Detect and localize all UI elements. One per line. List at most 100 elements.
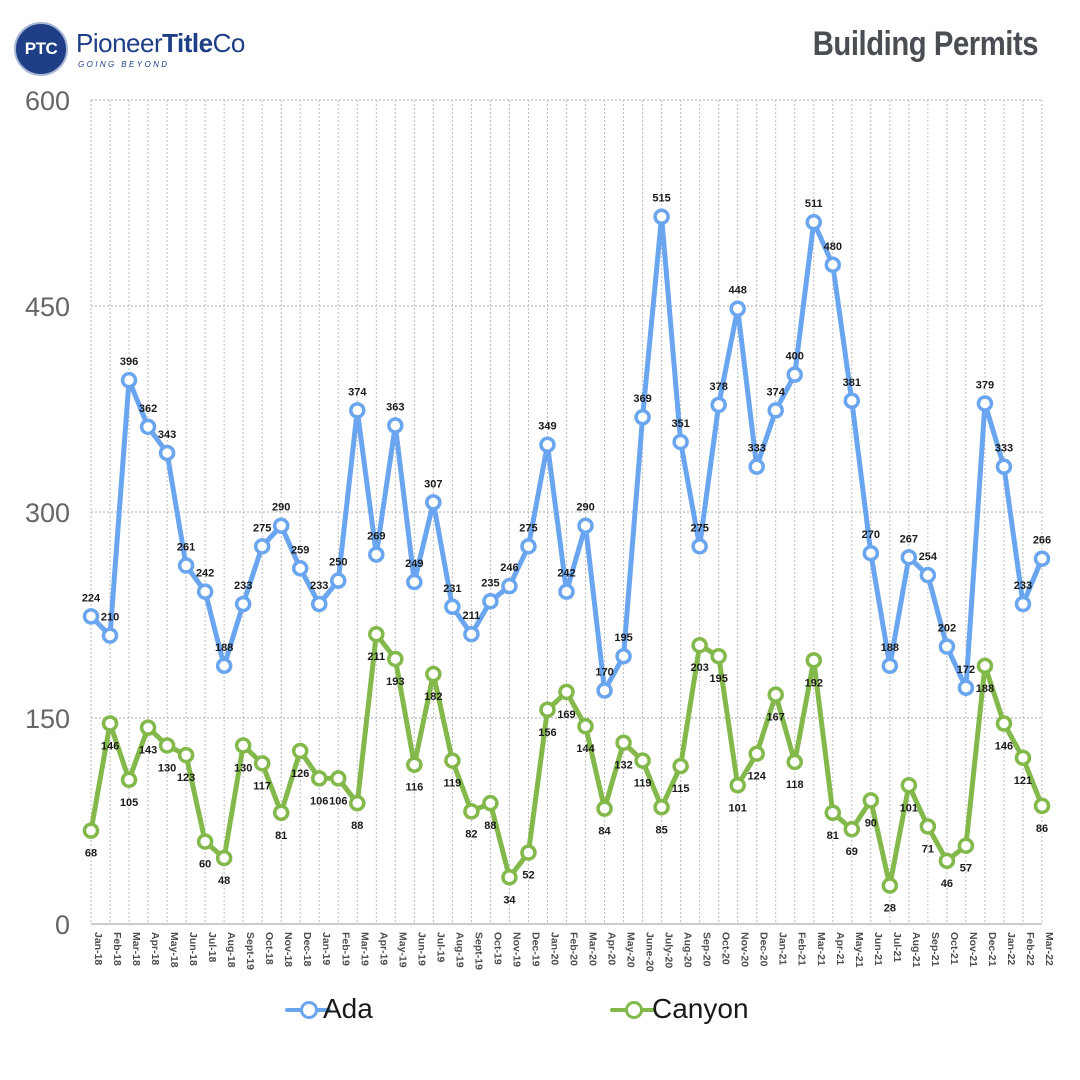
data-point-canyon xyxy=(653,799,670,816)
data-point-ada xyxy=(520,538,537,555)
x-tick-label: Dec-21 xyxy=(986,932,998,967)
data-label-canyon: 85 xyxy=(655,824,667,836)
data-label-canyon: 195 xyxy=(709,673,727,685)
data-point-canyon xyxy=(1014,749,1032,767)
data-point-ada xyxy=(691,538,708,555)
data-point-canyon xyxy=(120,771,138,789)
x-tick-label: Jan-19 xyxy=(320,932,332,965)
y-tick-label: 600 xyxy=(25,86,70,116)
data-label-ada: 195 xyxy=(614,632,632,644)
data-point-ada xyxy=(368,546,385,563)
x-tick-label: Oct-18 xyxy=(263,932,275,965)
data-label-ada: 172 xyxy=(957,664,975,676)
header: PTC PioneerTitleCo GOING BEYOND Building… xyxy=(0,0,1080,90)
x-tick-label: Feb-20 xyxy=(568,932,580,966)
legend-item-canyon: Canyon xyxy=(610,985,810,1035)
data-point-canyon xyxy=(900,777,918,794)
data-label-canyon: 130 xyxy=(158,762,176,774)
x-tick-label: Apr-20 xyxy=(606,932,618,965)
x-tick-label: Oct-19 xyxy=(491,932,503,965)
x-tick-label: Mar-22 xyxy=(1043,932,1055,966)
data-point-canyon xyxy=(710,647,727,665)
data-point-canyon xyxy=(843,820,861,838)
legend-label-ada: Ada xyxy=(323,993,373,1024)
data-point-canyon xyxy=(634,752,651,769)
data-point-ada xyxy=(158,444,176,462)
data-point-canyon xyxy=(463,803,480,820)
data-label-ada: 307 xyxy=(424,478,442,490)
line-chart: 0 150 300 450 600 Jan-18 Feb-18 Mar-18 Apr-18 May… xyxy=(25,86,1055,972)
data-label-canyon: 169 xyxy=(557,709,575,721)
data-label-ada: 374 xyxy=(767,386,786,398)
data-label-ada: 250 xyxy=(329,557,347,569)
data-label-ada: 369 xyxy=(633,393,651,405)
data-label-ada: 254 xyxy=(919,551,938,563)
data-label-ada: 259 xyxy=(291,544,309,556)
data-point-ada xyxy=(139,418,157,436)
data-point-ada xyxy=(634,408,651,426)
data-point-ada xyxy=(748,458,765,475)
data-label-canyon: 52 xyxy=(522,870,534,882)
x-tick-label: Jan-21 xyxy=(777,932,789,965)
x-tick-label: Aug-19 xyxy=(453,932,465,968)
x-tick-label: Jun-18 xyxy=(187,932,199,966)
data-label-ada: 246 xyxy=(500,562,518,574)
data-label-ada: 211 xyxy=(463,610,481,622)
data-label-canyon: 188 xyxy=(976,683,994,695)
data-point-canyon xyxy=(234,737,252,754)
data-point-canyon xyxy=(615,734,632,751)
data-point-canyon xyxy=(577,717,594,735)
data-point-ada xyxy=(976,395,994,412)
x-tick-label: Oct-21 xyxy=(948,932,960,965)
x-tick-label: Sep-20 xyxy=(701,932,713,967)
data-label-canyon: 69 xyxy=(846,846,858,858)
data-point-ada xyxy=(291,560,309,577)
y-tick-label: 150 xyxy=(25,704,70,734)
data-point-canyon xyxy=(520,844,537,861)
x-tick-label: Dec-19 xyxy=(529,932,541,967)
data-label-ada: 242 xyxy=(557,568,575,580)
legend-label-canyon: Canyon xyxy=(652,993,749,1024)
x-tick-label: Nov-20 xyxy=(739,932,751,967)
data-label-ada: 343 xyxy=(158,429,176,441)
x-tick-label: Jan-22 xyxy=(1005,932,1017,965)
x-tick-label: Aug-18 xyxy=(225,932,237,968)
x-tick-label: Mar-18 xyxy=(130,932,142,966)
data-point-canyon xyxy=(995,715,1013,732)
data-point-canyon xyxy=(101,715,119,732)
data-point-ada xyxy=(482,593,499,610)
data-point-canyon xyxy=(805,652,823,669)
data-point-ada xyxy=(539,436,556,453)
data-point-ada xyxy=(177,557,195,574)
data-point-ada xyxy=(310,595,328,613)
series-line-canyon xyxy=(88,631,1045,889)
data-label-canyon: 146 xyxy=(995,740,1013,752)
y-tick-label: 450 xyxy=(25,292,70,322)
data-point-ada xyxy=(767,402,784,419)
data-point-canyon xyxy=(349,794,366,812)
x-tick-label: Feb-22 xyxy=(1024,932,1036,966)
data-point-canyon xyxy=(501,869,518,886)
data-point-ada xyxy=(425,494,442,511)
data-label-ada: 202 xyxy=(938,623,956,635)
data-label-ada: 349 xyxy=(538,421,556,433)
logo-name: PioneerTitleCo xyxy=(76,28,245,59)
data-point-ada xyxy=(1014,595,1032,613)
data-point-ada xyxy=(234,595,252,613)
data-point-canyon xyxy=(957,837,975,854)
data-label-ada: 362 xyxy=(139,403,157,415)
data-label-ada: 511 xyxy=(805,198,823,210)
data-label-canyon: 84 xyxy=(598,826,611,838)
x-tick-label: Jan-18 xyxy=(92,932,104,965)
data-label-ada: 379 xyxy=(976,380,994,392)
data-label-canyon: 116 xyxy=(405,782,423,794)
x-tick-label: Oct-20 xyxy=(720,932,732,965)
data-point-ada xyxy=(653,208,670,225)
data-label-canyon: 101 xyxy=(729,802,747,814)
data-point-ada xyxy=(919,566,937,584)
data-point-canyon xyxy=(976,657,994,675)
data-label-canyon: 156 xyxy=(538,727,556,739)
data-point-ada xyxy=(501,577,518,595)
x-tick-label: May-19 xyxy=(396,932,408,968)
logo-name-bold: Title xyxy=(162,28,213,58)
